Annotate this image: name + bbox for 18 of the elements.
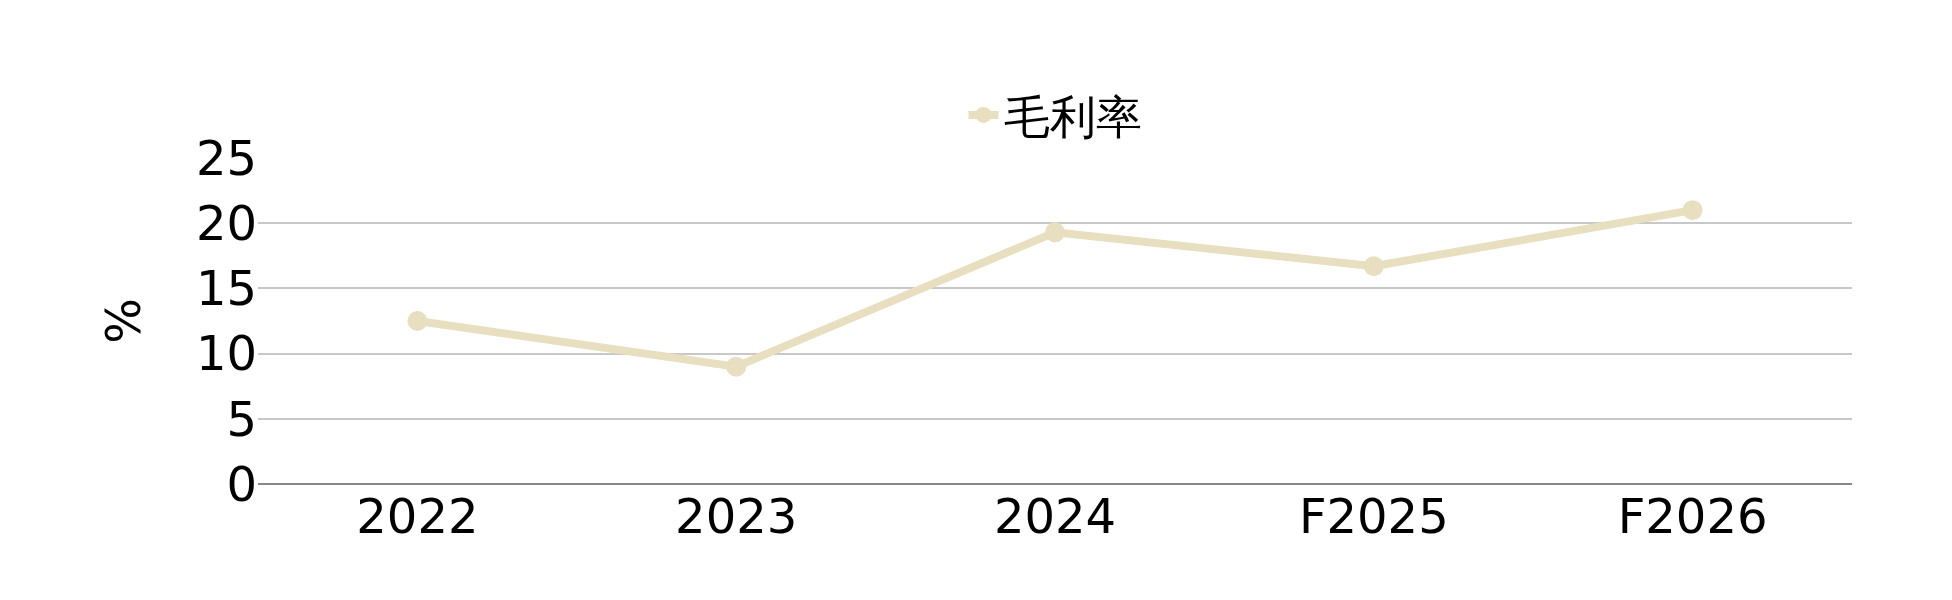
x-tick-label: F2026 bbox=[1617, 488, 1768, 544]
y-axis-title: % bbox=[94, 298, 151, 344]
y-tick-label: 5 bbox=[226, 390, 257, 447]
point bbox=[407, 311, 428, 331]
point bbox=[726, 356, 747, 377]
y-tick-label: 25 bbox=[195, 129, 257, 186]
point bbox=[1682, 200, 1703, 221]
point bbox=[1045, 222, 1065, 243]
y-tick-label: 0 bbox=[226, 455, 257, 512]
legend-label: 毛利率 bbox=[1003, 89, 1142, 144]
x-tick-label: F2025 bbox=[1298, 488, 1449, 544]
x-tick-label: 2022 bbox=[356, 488, 479, 544]
y-tick-label: 20 bbox=[195, 195, 257, 251]
x-tick-label: 2024 bbox=[993, 488, 1117, 544]
y-tick-label: 15 bbox=[195, 260, 257, 317]
x-tick-label: 2023 bbox=[675, 488, 798, 544]
y-tick-label: 10 bbox=[195, 325, 257, 382]
point bbox=[1363, 256, 1384, 277]
